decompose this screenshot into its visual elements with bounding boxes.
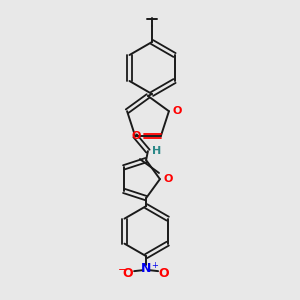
Text: O: O [164, 174, 173, 184]
Text: +: + [151, 261, 158, 270]
Text: O: O [123, 267, 134, 280]
Text: O: O [173, 106, 182, 116]
Text: H: H [152, 146, 161, 156]
Text: −: − [117, 265, 127, 275]
Text: O: O [159, 267, 170, 280]
Text: O: O [132, 131, 141, 141]
Text: N: N [141, 262, 151, 275]
